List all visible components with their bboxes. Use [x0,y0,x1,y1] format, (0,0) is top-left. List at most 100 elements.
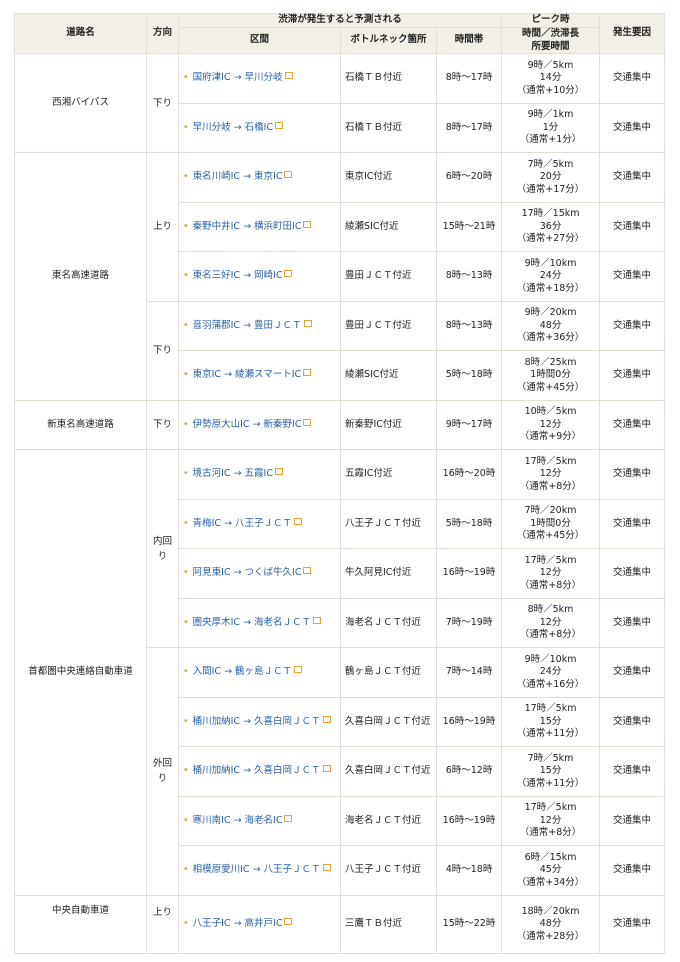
peak-duration: 15分 [539,765,562,776]
external-window-icon[interactable] [275,121,284,129]
bottleneck: 石橋ＴＢ付近 [340,102,437,153]
peak-duration: 14分 [539,72,562,83]
bottleneck: 海老名ＪＣＴ付近 [340,795,437,846]
bullet-icon: • [183,864,189,875]
section-link[interactable]: 音羽蒲郡IC → 豊田ＪＣＴ [192,319,302,331]
external-window-icon[interactable] [274,468,283,475]
bottleneck: 久喜白岡ＪＣＴ付近 [340,746,437,797]
external-window-icon[interactable] [294,666,303,673]
table-row: • 相模原愛川IC → 八王子ＪＣＴ 八王子ＪＣＴ付近 4時〜18時 6時／15km 45… [15,845,666,896]
section-link[interactable]: 早川分岐 → 石橋IC [192,121,274,133]
table-row: 首都圏中央連絡自動車道 内回り • 境古河IC → 五霞IC 五霞IC付近 16時〜20時… [14,449,666,896]
peak-cell: 10時／5km 12分 （通常+9分） [501,399,601,450]
bullet-icon: • [183,121,189,133]
peak-duration: 1時間0分 [530,517,571,529]
external-window-icon[interactable] [284,270,293,277]
external-window-icon[interactable] [284,814,293,822]
section-link[interactable]: 境古河IC → 五霞IC [192,468,273,479]
external-window-icon[interactable] [313,616,322,624]
bullet-icon: • [183,567,189,578]
section-link[interactable]: 秦野中井IC → 横浜町田IC [192,220,302,232]
external-window-icon[interactable] [303,418,312,426]
section-link[interactable]: 桶川加納IC → 久喜白岡ＪＣＴ [192,715,321,727]
peak-cell: 9時／10km 24分 （通常+16分） [501,647,601,698]
peak-diff: （通常+8分） [519,480,582,492]
time-range: 8時〜17時 [435,53,503,104]
cause: 交通集中 [599,300,666,351]
cause: 交通集中 [599,251,666,302]
external-window-icon[interactable] [322,765,331,772]
bullet-icon: • [183,918,189,929]
section-link[interactable]: 東名川崎IC → 東京IC [192,171,283,182]
section-link[interactable]: 国府津IC → 早川分岐 [192,72,283,83]
bottleneck: 石橋ＴＢ付近 [340,53,437,104]
peak-cell: 9時／20km 48分 （通常+36分） [501,300,601,351]
header-time-range: 時間帯 [435,27,503,54]
external-window-icon[interactable] [294,517,303,525]
time-range: 8時〜17時 [435,102,503,153]
peak-duration: 15分 [539,715,562,727]
section-link[interactable]: 伊勢原大山IC → 新秦野IC [192,418,302,430]
external-window-icon[interactable] [303,567,312,574]
bottleneck: 五霞IC付近 [340,449,437,500]
peak-duration: 48分 [539,918,562,929]
peak-diff: （通常+8分） [519,629,582,640]
section-link[interactable]: 圏央厚木IC → 海老名ＪＣＴ [192,616,312,628]
peak-duration: 24分 [539,270,562,281]
bullet-icon: • [183,616,189,628]
external-window-icon[interactable] [322,864,331,871]
peak-duration: 12分 [539,814,562,826]
external-window-icon[interactable] [284,918,293,925]
external-window-icon[interactable] [284,171,293,178]
section-link[interactable]: 寒川南IC → 海老名IC [192,814,283,826]
external-window-icon[interactable] [322,715,331,723]
section-link[interactable]: 八王子IC → 高井戸IC [192,918,283,929]
header-section: 区間 [178,27,341,54]
section-link[interactable]: 入間IC → 鶴ヶ島ＪＣＴ [192,666,293,677]
peak-diff: （通常+28分） [516,930,585,942]
external-window-icon[interactable] [303,369,312,376]
peak-cell: 17時／5km 15分 （通常+11分） [501,696,601,747]
table-row: 新東名高速道路 下り • 伊勢原大山IC → 新秦野IC 新秦野IC付近 9時〜17時 10… [14,399,666,450]
table-row: 東名高速道路 上り • 東名川崎IC → 東京IC 東京IC付近 6時〜20時 7時／5km… [14,152,666,401]
peak-diff: （通常+9分） [519,431,582,442]
peak-length: 9時／10km [524,257,577,269]
peak-diff: （通常+10分） [516,84,585,96]
peak-cell: 7時／5km 20分 （通常+17分） [501,152,601,203]
external-window-icon[interactable] [303,319,312,327]
header-peak-sub: 時間／渋滞長 所要時間 [501,27,601,54]
table-row: • 圏央厚木IC → 海老名ＪＣＴ 海老名ＪＣＴ付近 7時〜19時 8時／5km 12分（… [15,597,666,648]
road-name: 中央自動車道 [14,894,147,954]
header-group-title: 渋滞が発生すると予測される [177,13,503,28]
time-range: 9時〜17時 [435,399,503,450]
section-link[interactable]: 桶川加納IC → 久喜白岡ＪＣＴ [192,765,321,776]
section-link[interactable]: 東名三好IC → 岡崎IC [192,270,283,281]
peak-length: 17時／5km [524,703,577,714]
bullet-icon: • [183,418,189,430]
section-link[interactable]: 阿見東IC → つくば牛久IC [192,567,302,578]
table-row: • 阿見東IC → つくば牛久IC 牛久阿見IC付近 16時〜19時 17時／5km 12… [15,548,666,599]
peak-diff: （通常+36分） [516,332,585,343]
peak-cell: 17時／5km 12分 （通常+8分） [501,449,601,500]
bottleneck: 豊田ＪＣＴ付近 [340,251,437,302]
external-window-icon[interactable] [284,72,293,79]
section-link[interactable]: 青梅IC → 八王子ＪＣＴ [192,517,293,529]
bullet-icon: • [183,171,189,182]
bottleneck: 豊田ＪＣＴ付近 [340,300,437,351]
cause: 交通集中 [599,498,666,549]
section-link[interactable]: 相模原愛川IC → 八王子ＪＣＴ [192,864,321,875]
time-range: 6時〜20時 [435,152,503,203]
time-range: 4時〜18時 [435,845,503,896]
external-window-icon[interactable] [303,220,312,228]
time-range: 6時〜12時 [435,746,503,797]
direction: 外回り [146,647,179,896]
bottleneck: 綾瀬SIC付近 [340,350,437,401]
peak-duration: 12分 [539,616,562,628]
bottleneck: 八王子ＪＣＴ付近 [340,845,437,896]
cause: 交通集中 [599,449,666,500]
cause: 交通集中 [599,746,666,797]
peak-diff: （通常+8分） [519,827,582,838]
peak-duration: 48分 [539,319,562,331]
section-link[interactable]: 東京IC → 綾瀬スマートIC [192,369,302,380]
cause: 交通集中 [599,647,666,698]
